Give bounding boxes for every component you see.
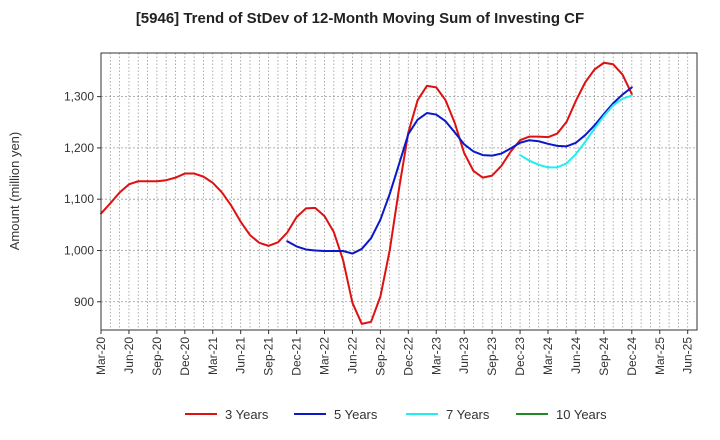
- x-tick-label: Jun-25: [681, 337, 695, 374]
- y-tick-label: 900: [74, 295, 94, 309]
- x-tick-label: Sep-23: [485, 337, 499, 376]
- x-tick-label: Dec-22: [401, 337, 415, 376]
- plot-lines: [100, 61, 633, 325]
- series-line-5-years: [286, 86, 633, 255]
- x-tick-label: Mar-25: [653, 337, 667, 375]
- plot-frame: [100, 52, 698, 331]
- series-line-3-years: [100, 61, 633, 325]
- x-tick-label: Dec-23: [513, 337, 527, 376]
- x-tick-labels: Mar-20 Jun-20 Sep-20 Dec-20 Mar-21 Jun-21 Sep-…: [94, 330, 695, 376]
- x-tick-label: Mar-22: [318, 337, 332, 375]
- x-tick-label: Mar-23: [429, 337, 443, 375]
- legend-label: 3 Years: [225, 407, 269, 422]
- legend-label: 10 Years: [556, 407, 607, 422]
- x-tick-label: Jun-24: [569, 337, 583, 374]
- legend-label: 7 Years: [446, 407, 490, 422]
- x-tick-label: Dec-24: [625, 337, 639, 376]
- legend-label: 5 Years: [334, 407, 378, 422]
- x-tick-label: Jun-23: [457, 337, 471, 374]
- x-tick-label: Mar-20: [94, 337, 108, 375]
- x-tick-label: Sep-22: [373, 337, 387, 376]
- y-tick-labels: 900 1,000 1,100 1,200 1,300: [64, 90, 101, 309]
- y-axis-label: Amount (million yen): [7, 132, 22, 251]
- y-tick-label: 1,000: [64, 243, 94, 257]
- x-tick-label: Sep-24: [597, 337, 611, 376]
- chart-title: [5946] Trend of StDev of 12-Month Moving…: [136, 10, 584, 27]
- y-tick-label: 1,100: [64, 192, 94, 206]
- x-tick-label: Sep-21: [262, 337, 276, 376]
- y-tick-label: 1,200: [64, 141, 94, 155]
- x-tick-label: Dec-20: [178, 337, 192, 376]
- x-tick-label: Jun-22: [345, 337, 359, 374]
- legend: 3 Years 5 Years 7 Years 10 Years: [185, 407, 607, 422]
- x-tick-label: Sep-20: [150, 337, 164, 376]
- x-tick-label: Dec-21: [290, 337, 304, 376]
- y-tick-label: 1,300: [64, 90, 94, 104]
- x-tick-label: Jun-20: [122, 337, 136, 374]
- x-tick-label: Jun-21: [234, 337, 248, 374]
- x-tick-label: Mar-24: [541, 337, 555, 375]
- series-line-7-years: [519, 94, 633, 169]
- x-tick-label: Mar-21: [206, 337, 220, 375]
